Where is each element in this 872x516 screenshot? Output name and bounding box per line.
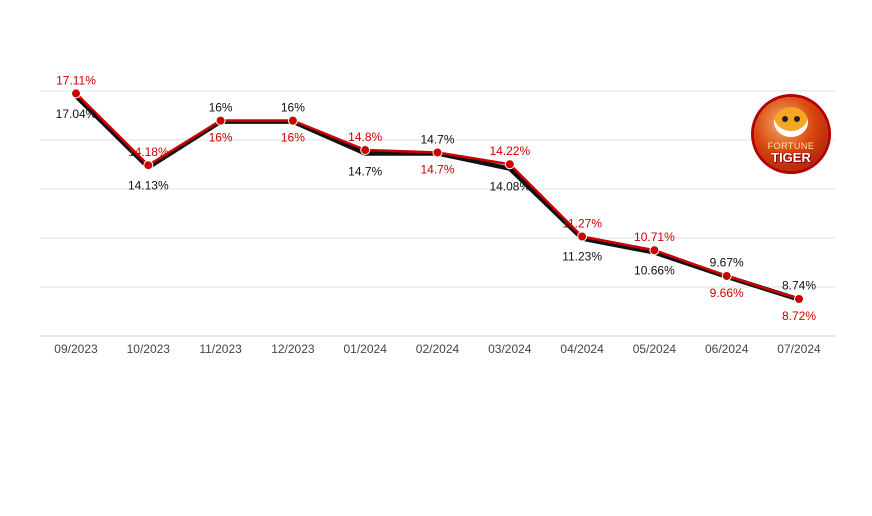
data-point (360, 145, 371, 156)
x-tick-label: 11/2023 (199, 342, 242, 356)
x-axis-tick-labels: 09/2023 10/2023 11/2023 12/2023 01/2024 02/20… (54, 342, 821, 356)
x-tick-label: 12/2023 (271, 342, 315, 356)
data-label-dark: 14.13% (128, 178, 169, 192)
data-label-red: 16% (281, 131, 305, 145)
data-label-dark: 14.7% (420, 132, 454, 146)
data-label-red: 14.8% (348, 130, 382, 144)
data-point (649, 245, 660, 256)
data-point (504, 159, 515, 170)
x-tick-label: 03/2024 (488, 342, 532, 356)
series-line-red (75, 92, 800, 301)
data-label-dark: 10.66% (634, 263, 675, 277)
x-tick-label: 07/2024 (777, 342, 821, 356)
data-label-red: 17.11% (56, 73, 96, 87)
x-tick-label: 10/2023 (127, 342, 171, 356)
series-line-dark (74, 94, 800, 302)
grid-lines (40, 90, 835, 337)
logo-brand-main: TIGER (771, 150, 811, 165)
data-label-dark: 14.08% (489, 180, 530, 194)
data-point (287, 115, 298, 126)
x-tick-label: 09/2023 (54, 342, 98, 356)
data-point (577, 231, 588, 242)
data-label-dark: 11.23% (562, 249, 602, 263)
data-point (215, 115, 226, 126)
x-tick-label: 05/2024 (633, 342, 677, 356)
data-labels: 17.11% 17.04% 14.18% 14.13% 16% 16% 16% 16% 14.8… (56, 73, 817, 323)
data-point (794, 293, 804, 304)
data-label-red: 16% (209, 131, 233, 145)
data-label-red: 14.18% (128, 145, 169, 159)
fortune-tiger-logo: FORTUNE TIGER (754, 97, 828, 171)
data-label-dark: 14.7% (348, 164, 382, 178)
x-tick-label: 01/2024 (344, 342, 388, 356)
data-point (432, 147, 443, 158)
data-point (71, 88, 81, 99)
tiger-face-icon (774, 107, 808, 137)
data-point (143, 160, 154, 171)
data-label-red: 8.72% (782, 309, 816, 323)
data-label-red: 14.7% (420, 162, 454, 176)
x-tick-label: 04/2024 (560, 342, 604, 356)
data-label-dark: 16% (281, 101, 305, 115)
data-label-dark: 8.74% (782, 278, 816, 292)
series-points (71, 88, 804, 304)
data-point (721, 270, 732, 281)
logo-brand-top: FORTUNE (767, 141, 815, 151)
data-label-red: 11.27% (562, 217, 602, 231)
series-lines (74, 92, 800, 302)
data-label-red: 10.71% (634, 230, 675, 244)
data-label-dark: 17.04% (56, 107, 97, 121)
x-tick-label: 06/2024 (705, 342, 749, 356)
x-tick-label: 02/2024 (416, 342, 460, 356)
data-label-red: 9.66% (710, 286, 744, 300)
data-label-dark: 9.67% (710, 256, 744, 270)
data-label-dark: 16% (209, 101, 233, 115)
data-label-red: 14.22% (489, 144, 530, 158)
